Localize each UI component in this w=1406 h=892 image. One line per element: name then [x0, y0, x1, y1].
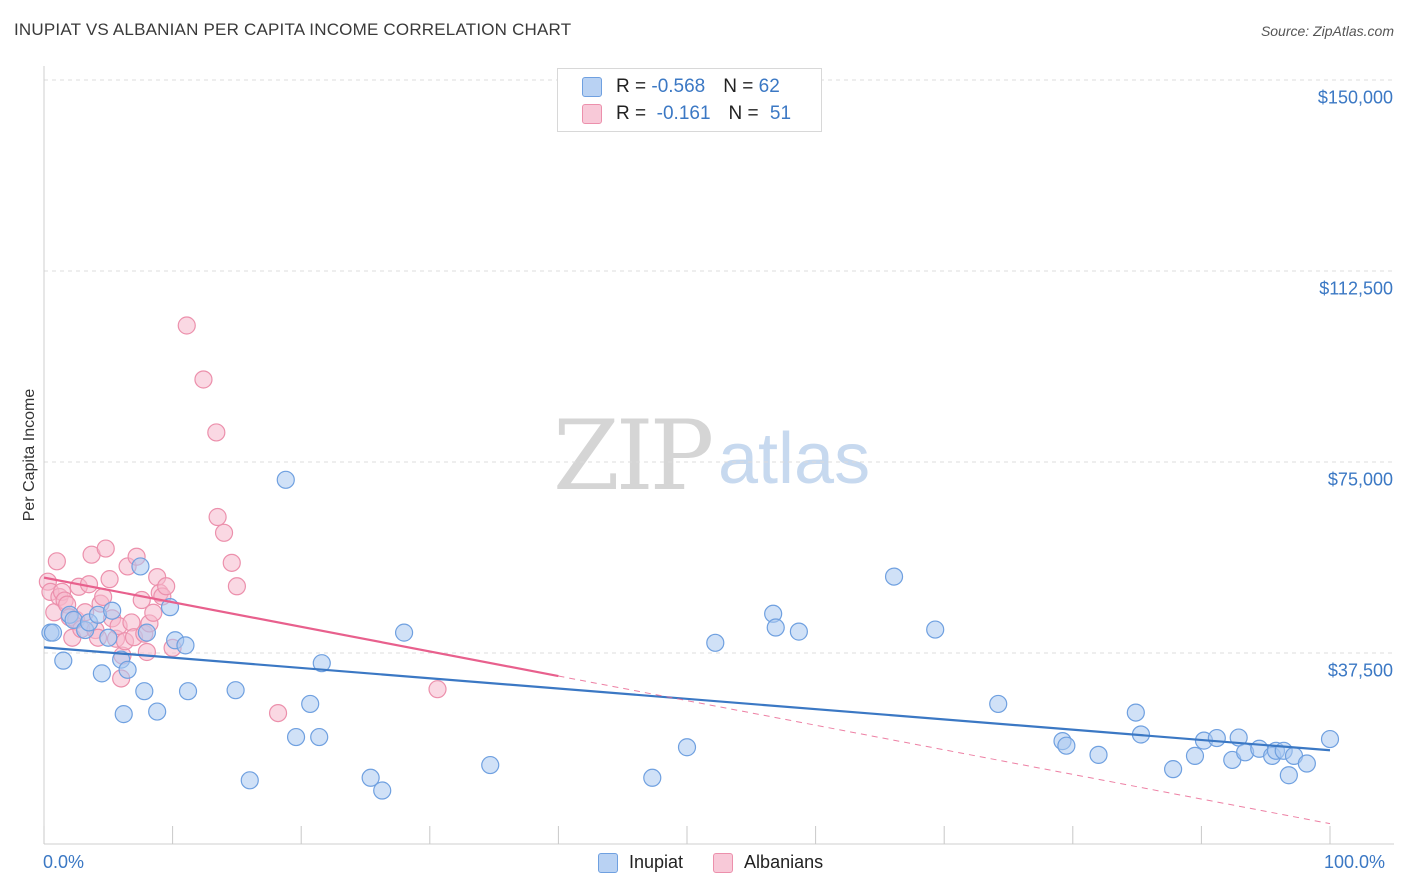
legend-row-albanians: R = -0.161 N = 51: [582, 102, 791, 126]
albanians-swatch: [582, 104, 602, 124]
albanians-points: [38, 316, 447, 723]
inupiat-point: [103, 601, 122, 620]
inupiat-point: [373, 781, 392, 800]
chart-title: INUPIAT VS ALBANIAN PER CAPITA INCOME CO…: [14, 20, 572, 39]
albanians-legend-label: Albanians: [744, 852, 824, 872]
albanians-point: [214, 523, 234, 542]
r-value-1: -0.568: [651, 76, 706, 97]
inupiat-point: [1185, 746, 1205, 765]
inupiat-point: [114, 705, 133, 724]
albanians-point: [144, 603, 163, 622]
r-label-2: R =: [616, 103, 652, 124]
inupiat-point: [1207, 728, 1226, 748]
x-tick-label-min: 0.0%: [43, 852, 85, 872]
albanians-point: [428, 680, 447, 699]
r-value-2: -0.161: [651, 103, 711, 124]
inupiat-point: [1164, 760, 1183, 779]
inupiat-point: [310, 727, 329, 747]
y-tick-label: $37,500: [1327, 660, 1393, 681]
inupiat-point: [137, 623, 156, 642]
n-value-1: 62: [758, 76, 780, 97]
inupiat-trend-line: [43, 646, 1331, 752]
inupiat-point: [118, 660, 137, 679]
albanians-point: [207, 423, 226, 442]
inupiat-point: [1297, 754, 1316, 773]
n-label-2: N =: [728, 103, 764, 124]
inupiat-point: [361, 768, 380, 787]
series-legend: Inupiat Albanians: [598, 852, 853, 873]
albanians-point: [194, 370, 213, 389]
inupiat-point: [286, 727, 306, 747]
albanians-trend-line: [43, 576, 559, 678]
inupiat-point: [131, 557, 150, 576]
trend-lines: [43, 576, 1331, 825]
albanians-point: [96, 539, 115, 558]
watermark-zip: ZIP: [553, 400, 714, 512]
inupiat-point: [989, 694, 1008, 714]
inupiat-point: [301, 694, 320, 714]
inupiat-point: [1320, 729, 1340, 749]
albanians-point: [177, 316, 196, 335]
r-label-1: R =: [616, 76, 652, 97]
inupiat-point: [135, 682, 154, 701]
albanians-legend-swatch: [713, 852, 734, 873]
inupiat-point: [481, 755, 500, 775]
albanians-trend-line-extension: [558, 675, 1331, 825]
n-value-2: 51: [769, 103, 792, 124]
legend-item-inupiat[interactable]: Inupiat: [598, 852, 683, 873]
axes: [43, 66, 1394, 845]
inupiat-point: [677, 738, 697, 757]
y-tick-label: $75,000: [1327, 469, 1393, 490]
source-label: Source: ZipAtlas.com: [1260, 23, 1394, 39]
inupiat-point: [884, 567, 904, 586]
albanians-point: [268, 704, 288, 723]
inupiat-point: [706, 633, 725, 652]
inupiat-point: [1279, 766, 1298, 785]
inupiat-point: [92, 664, 111, 683]
inupiat-legend-label: Inupiat: [629, 852, 684, 872]
legend-row-inupiat: R = -0.568 N = 62: [582, 75, 780, 99]
inupiat-point: [178, 682, 198, 701]
inupiat-point: [766, 618, 785, 637]
inupiat-point: [1089, 745, 1108, 764]
albanians-point: [208, 507, 227, 527]
y-tick-label: $150,000: [1317, 87, 1393, 108]
inupiat-point: [226, 681, 245, 700]
inupiat-points: [41, 470, 1340, 800]
inupiat-point: [240, 771, 259, 790]
x-tick-label-max: 100.0%: [1324, 852, 1386, 872]
legend-item-albanians[interactable]: Albanians: [713, 852, 823, 873]
inupiat-point: [789, 622, 808, 641]
albanians-point: [47, 552, 66, 571]
albanians-point: [137, 642, 156, 662]
inupiat-point: [148, 702, 167, 721]
inupiat-point: [643, 768, 662, 787]
inupiat-point: [276, 470, 295, 489]
inupiat-legend-swatch: [598, 852, 618, 873]
albanians-point: [227, 577, 246, 596]
inupiat-point: [176, 636, 195, 655]
y-tick-label: $112,500: [1319, 278, 1393, 299]
inupiat-point: [1057, 736, 1076, 755]
albanians-point: [157, 577, 176, 596]
grid-lines: [44, 79, 1394, 654]
inupiat-swatch: [582, 77, 602, 97]
inupiat-point: [926, 620, 945, 639]
albanians-point: [222, 553, 241, 572]
albanians-point: [100, 570, 119, 589]
inupiat-point: [394, 623, 414, 642]
inupiat-point: [43, 623, 63, 642]
inupiat-point: [54, 651, 73, 670]
inupiat-point: [1126, 703, 1145, 722]
n-label-1: N =: [723, 76, 759, 97]
correlation-legend: R = -0.568 N = 62 R = -0.161 N = 51: [557, 68, 822, 132]
inupiat-point: [312, 654, 331, 673]
inupiat-point: [99, 628, 118, 647]
watermark-atlas: atlas: [718, 419, 871, 499]
